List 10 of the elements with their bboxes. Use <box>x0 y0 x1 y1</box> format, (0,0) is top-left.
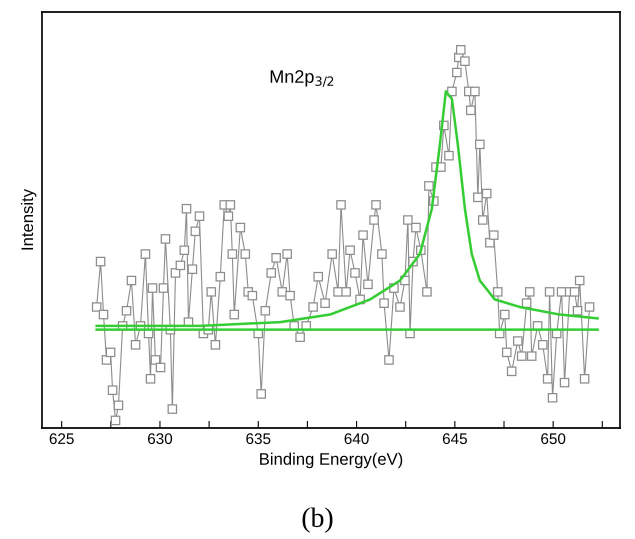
x-tick-label: 640 <box>344 433 369 444</box>
x-tick-label: 645 <box>442 433 467 444</box>
x-tick-label: 630 <box>148 433 172 444</box>
x-tick-label: 650 <box>541 433 566 444</box>
y-axis-title: Intensity <box>20 188 36 250</box>
text: (b) <box>302 508 332 533</box>
annotation: Mn2p$_{3/2}$ <box>270 70 334 87</box>
x-tick-label: 625 <box>50 433 74 444</box>
x-tick-label: 635 <box>246 433 270 444</box>
x-axis-title: Binding Energy(eV) <box>260 452 402 468</box>
